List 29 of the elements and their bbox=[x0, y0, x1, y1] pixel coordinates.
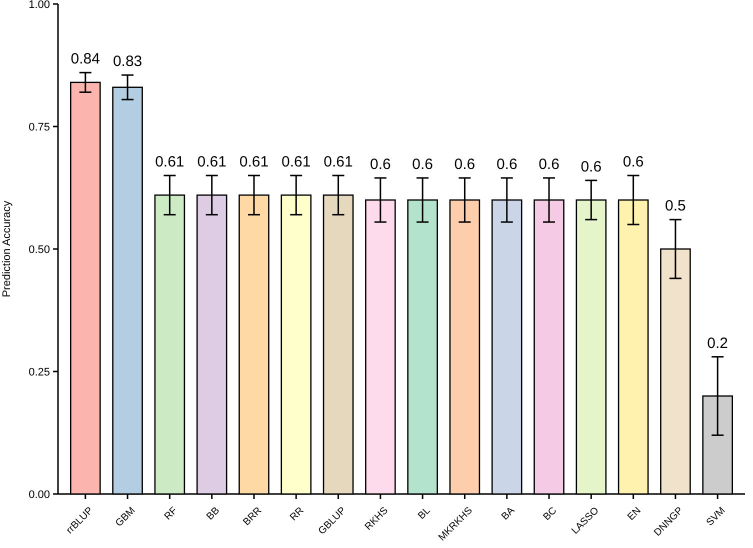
data-label: 0.6 bbox=[454, 156, 476, 173]
x-tick-label: BB bbox=[204, 505, 222, 523]
data-label: 0.84 bbox=[70, 50, 100, 68]
data-label: 0.61 bbox=[197, 154, 226, 170]
data-label: 0.61 bbox=[155, 154, 184, 170]
data-label: 0.6 bbox=[412, 156, 434, 173]
data-label: 0.6 bbox=[580, 158, 602, 176]
data-label: 0.83 bbox=[112, 53, 142, 70]
x-tick-label: RR bbox=[288, 505, 306, 524]
data-label: 0.61 bbox=[324, 154, 353, 170]
y-tick-label: 0.75 bbox=[28, 121, 50, 134]
data-label: 0.6 bbox=[538, 156, 560, 173]
data-label: 0.6 bbox=[622, 154, 644, 170]
y-tick-label: 1.00 bbox=[28, 0, 50, 11]
data-label: 0.61 bbox=[239, 154, 269, 170]
data-label: 0.5 bbox=[665, 198, 686, 215]
x-tick-label: EN bbox=[626, 505, 644, 523]
data-label: 0.2 bbox=[707, 334, 728, 352]
y-tick-label: 0.25 bbox=[28, 366, 50, 378]
x-tick-label: BC bbox=[541, 505, 560, 523]
y-axis-title: Prediction Accuracy bbox=[1, 200, 13, 298]
data-label: 0.6 bbox=[370, 156, 391, 173]
x-tick-label: BA bbox=[500, 505, 518, 523]
data-label: 0.61 bbox=[282, 154, 311, 170]
data-label: 0.6 bbox=[496, 156, 518, 173]
x-tick-label: RF bbox=[162, 505, 180, 523]
x-tick-label: BL bbox=[416, 504, 433, 522]
y-tick-label: 0.00 bbox=[28, 488, 50, 501]
y-tick-label: 0.50 bbox=[28, 244, 50, 256]
